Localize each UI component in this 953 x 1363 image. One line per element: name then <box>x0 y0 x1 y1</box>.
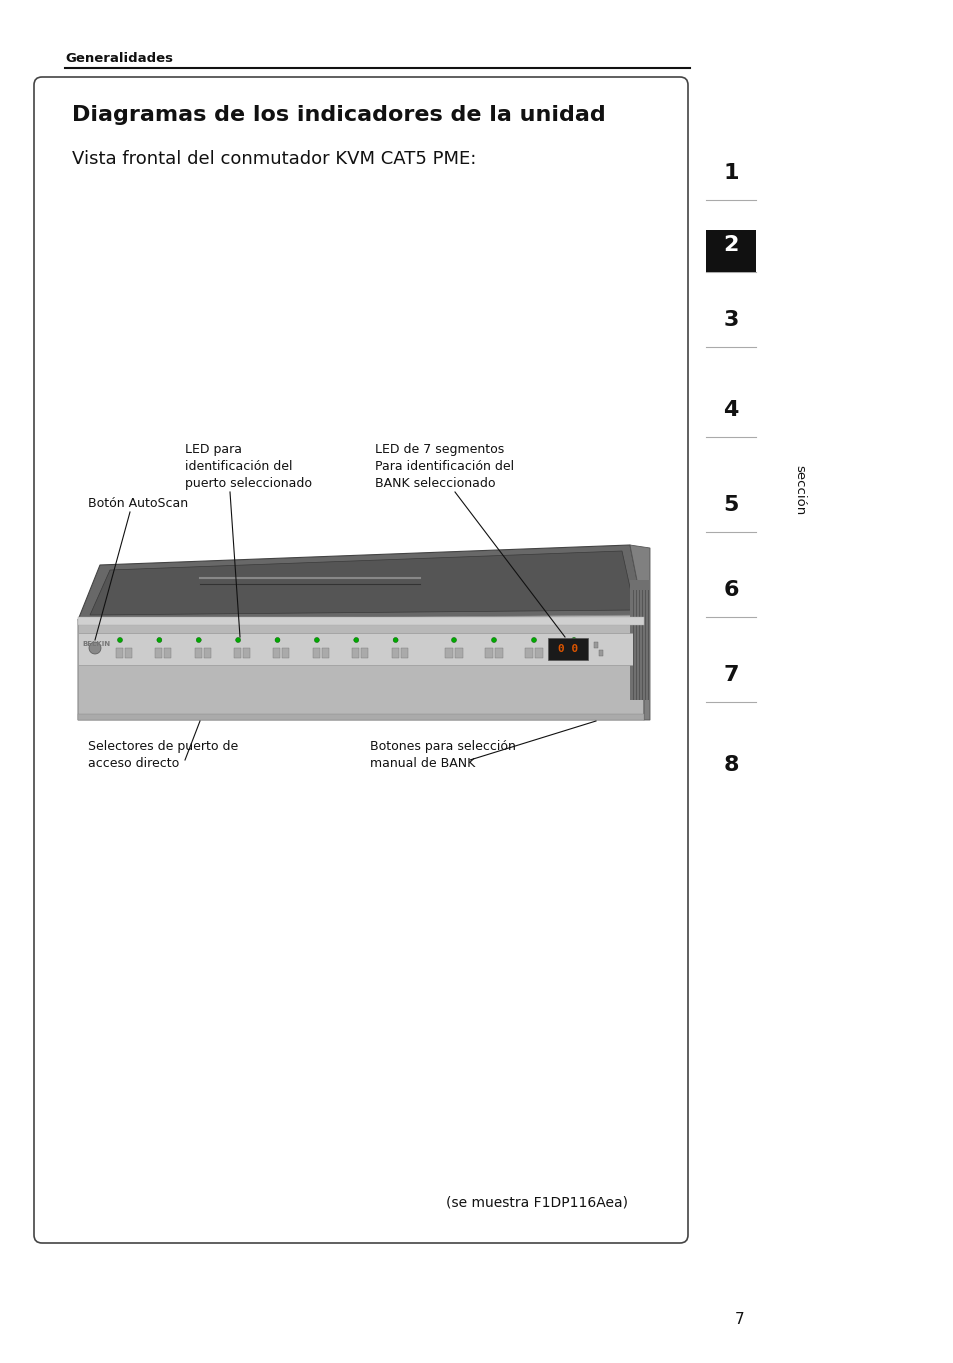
Bar <box>535 647 542 658</box>
Circle shape <box>314 638 319 642</box>
Text: 7: 7 <box>735 1313 744 1328</box>
Bar <box>361 647 368 658</box>
Bar <box>78 714 643 720</box>
Bar <box>484 647 493 658</box>
Polygon shape <box>78 615 643 720</box>
Bar <box>233 647 241 658</box>
Bar <box>78 617 643 626</box>
Bar <box>495 647 502 658</box>
FancyBboxPatch shape <box>34 76 687 1243</box>
Text: LED para
identificación del
puerto seleccionado: LED para identificación del puerto selec… <box>185 443 312 491</box>
Text: (se muestra F1DP116Aea): (se muestra F1DP116Aea) <box>446 1195 627 1210</box>
Circle shape <box>491 638 496 642</box>
Bar <box>313 647 319 658</box>
Text: Selectores de puerto de
acceso directo: Selectores de puerto de acceso directo <box>88 740 238 770</box>
Bar <box>455 647 462 658</box>
Bar <box>321 647 329 658</box>
Bar <box>164 647 172 658</box>
Text: 7: 7 <box>722 665 738 686</box>
Text: 8: 8 <box>722 755 738 776</box>
Polygon shape <box>78 545 643 620</box>
Bar <box>78 632 633 665</box>
Polygon shape <box>629 545 649 720</box>
Text: 6: 6 <box>722 581 738 600</box>
Text: Vista frontal del conmutador KVM CAT5 PME:: Vista frontal del conmutador KVM CAT5 PM… <box>71 150 476 168</box>
Bar <box>194 647 201 658</box>
Circle shape <box>354 638 358 642</box>
Bar <box>629 581 649 701</box>
Circle shape <box>274 638 280 642</box>
Circle shape <box>393 638 397 642</box>
Text: 3: 3 <box>722 309 738 330</box>
Text: Diagramas de los indicadores de la unidad: Diagramas de los indicadores de la unida… <box>71 105 605 125</box>
Bar <box>125 647 132 658</box>
Text: sección: sección <box>793 465 805 515</box>
Text: BELKIN: BELKIN <box>82 641 110 647</box>
Bar <box>564 647 573 658</box>
Bar <box>204 647 211 658</box>
Circle shape <box>156 638 162 642</box>
Bar <box>594 642 598 647</box>
Bar <box>644 590 646 701</box>
Circle shape <box>531 638 536 642</box>
Text: Botones para selección
manual de BANK: Botones para selección manual de BANK <box>370 740 516 770</box>
Bar <box>633 590 634 701</box>
Circle shape <box>196 638 201 642</box>
Bar <box>705 230 755 273</box>
Bar <box>647 590 649 701</box>
Text: Generalidades: Generalidades <box>65 52 172 65</box>
Circle shape <box>571 638 576 642</box>
Bar <box>116 647 123 658</box>
Bar <box>400 647 407 658</box>
Bar <box>155 647 162 658</box>
Text: 2: 2 <box>722 234 738 255</box>
Circle shape <box>117 638 122 642</box>
Text: 0 0: 0 0 <box>558 643 578 654</box>
Text: 4: 4 <box>722 399 738 420</box>
Text: LED de 7 segmentos
Para identificación del
BANK seleccionado: LED de 7 segmentos Para identificación d… <box>375 443 514 491</box>
Bar <box>598 650 602 656</box>
Polygon shape <box>90 551 635 615</box>
Text: 1: 1 <box>722 164 738 183</box>
Circle shape <box>451 638 456 642</box>
Circle shape <box>89 642 101 654</box>
Bar <box>524 647 533 658</box>
Text: Botón AutoScan: Botón AutoScan <box>88 497 188 510</box>
Bar <box>392 647 398 658</box>
Text: 5: 5 <box>722 495 738 515</box>
Bar <box>575 647 582 658</box>
Bar <box>282 647 289 658</box>
Bar <box>352 647 359 658</box>
Circle shape <box>235 638 240 642</box>
Bar <box>274 647 280 658</box>
Bar <box>547 638 587 660</box>
Bar <box>641 590 643 701</box>
Bar <box>444 647 453 658</box>
Bar <box>636 590 637 701</box>
Bar <box>243 647 250 658</box>
